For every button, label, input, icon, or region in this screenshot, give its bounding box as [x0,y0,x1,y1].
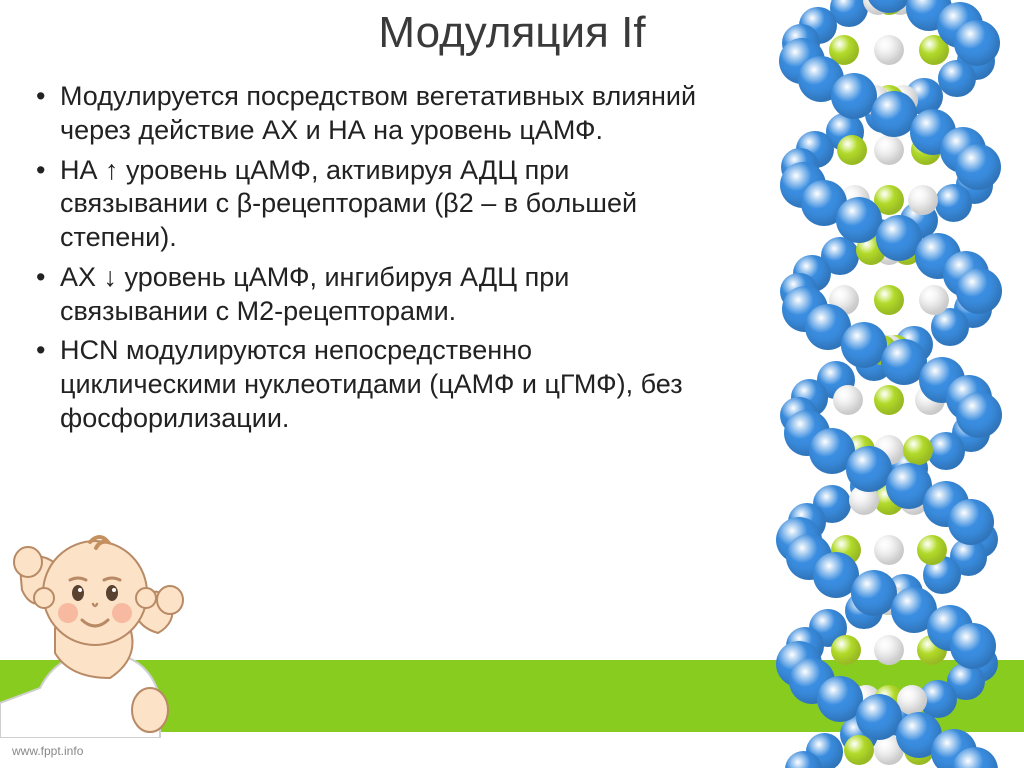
helix-ball [935,184,973,222]
slide-body: Модулируется посредством вегетативных вл… [28,80,708,442]
helix-ball [831,73,877,119]
footer-credit: www.fppt.info [12,744,83,758]
helix-ball [831,635,861,665]
helix-ball [874,535,904,565]
helix-ball [856,694,902,740]
helix-ball [874,635,904,665]
helix-ball [836,197,882,243]
bullet-item: НА ↑ уровень цАМФ, активируя АДЦ при свя… [28,154,708,255]
baby-cartoon [0,528,200,738]
bullet-item: Модулируется посредством вегетативных вл… [28,80,708,148]
helix-ball [874,385,904,415]
bullet-item: HCN модулируются непосредственно цикличе… [28,334,708,435]
helix-ball [851,570,897,616]
helix-ball [874,135,904,165]
helix-ball [846,446,892,492]
helix-ball [956,268,1002,314]
helix-ball [938,60,976,98]
helix-ball [844,735,874,765]
baby-icon [0,528,200,738]
bullet-list: Модулируется посредством вегетативных вл… [28,80,708,436]
helix-ball [833,385,863,415]
helix-ball [956,392,1002,438]
helix-ball [948,499,994,545]
slide: Модуляция If Модулируется посредством ве… [0,0,1024,768]
helix-ball [917,535,947,565]
bullet-item: АХ ↓ уровень цАМФ, ингибируя АДЦ при свя… [28,261,708,329]
helix-ball [950,623,996,669]
helix-ball [919,285,949,315]
helix-ball [837,135,867,165]
dna-helix-graphic [754,0,1014,768]
helix-ball [874,35,904,65]
helix-ball [955,144,1001,190]
helix-ball [874,285,904,315]
helix-ball [841,322,887,368]
